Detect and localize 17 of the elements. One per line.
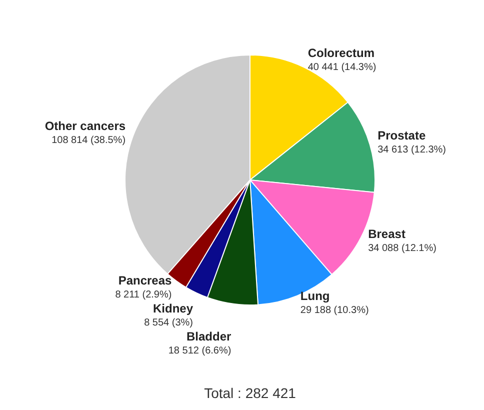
text: Total : 282 421: [204, 385, 296, 401]
slice-label: Pancreas: [118, 274, 172, 288]
data-label: 8 554 (3%): [144, 318, 193, 329]
slice-label: Breast: [368, 227, 406, 242]
slice-label: Kidney: [152, 302, 194, 316]
slice-label: Prostate: [378, 128, 426, 142]
slice-label: Colorectum: [308, 46, 375, 60]
data-label: 18 512 (6.6%): [168, 346, 232, 357]
slice-label: Bladder: [186, 330, 232, 344]
data-label: 34 613 (12.3%): [378, 144, 446, 156]
slice-label: Other cancers: [44, 119, 126, 134]
data-label: 8 211 (2.9%): [115, 290, 172, 301]
data-label: 40 441 (14.3%): [308, 62, 376, 74]
data-label: 108 814 (38.5%): [52, 135, 126, 146]
data-label: 34 088 (12.1%): [368, 243, 436, 254]
data-label: 29 188 (10.3%): [300, 305, 369, 316]
slice-label: Lung: [300, 289, 330, 304]
